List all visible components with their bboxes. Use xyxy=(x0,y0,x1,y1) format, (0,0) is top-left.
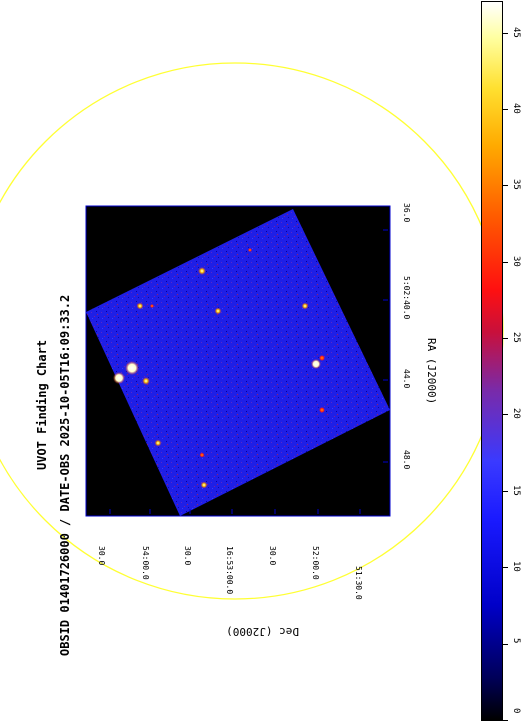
star-source xyxy=(125,361,139,375)
ra-axis-label: RA (J2000) xyxy=(425,338,438,404)
star-source xyxy=(319,407,325,413)
dec-tick-label: 16:53:00.0 xyxy=(225,546,234,594)
colorbar-tick xyxy=(503,643,508,645)
star-source xyxy=(248,248,252,252)
colorbar-tick xyxy=(503,338,508,340)
chart-subtitle: OBSID 01401726000 / DATE-OBS 2025-10-05T… xyxy=(58,295,72,656)
dec-tick-label: 30.0 xyxy=(268,546,277,565)
ra-tick-label: 44.0 xyxy=(402,369,411,388)
star-source xyxy=(311,359,321,369)
colorbar-tick xyxy=(503,567,508,569)
star-source xyxy=(113,372,125,384)
star-source xyxy=(319,355,325,361)
frame-ticks xyxy=(109,229,388,514)
colorbar-tick-label: 35 xyxy=(511,179,521,191)
colorbar-tick-label: 5 xyxy=(511,637,521,644)
colorbar xyxy=(481,1,503,721)
colorbar-tick xyxy=(503,32,508,34)
colorbar-tick-label: 40 xyxy=(511,102,521,114)
dec-tick-label: 30.0 xyxy=(183,546,192,565)
ra-tick-label: 5:02:40.0 xyxy=(402,276,411,320)
colorbar-tick xyxy=(503,414,508,416)
star-source xyxy=(199,452,205,458)
colorbar-tick-label: 45 xyxy=(511,26,521,38)
exposure-region xyxy=(86,209,390,516)
colorbar-tick xyxy=(503,490,508,492)
dec-tick-label: 30.0 xyxy=(97,546,106,565)
colorbar-tick-label: 15 xyxy=(511,484,521,496)
dec-axis-label: Dec (J2000) xyxy=(226,625,299,638)
ra-tick-label: 48.0 xyxy=(402,450,411,469)
colorbar-tick-label: 20 xyxy=(511,408,521,420)
colorbar-tick xyxy=(503,261,508,263)
star-source xyxy=(200,481,208,489)
colorbar-tick-label: 0 xyxy=(511,708,521,714)
star-source xyxy=(301,302,309,310)
colorbar-tick xyxy=(503,108,508,110)
dec-tick-label: 51:30.0 xyxy=(354,566,363,600)
star-source xyxy=(136,302,144,310)
exposure-image xyxy=(86,209,390,516)
ra-tick-label: 36.0 xyxy=(402,203,411,222)
star-source xyxy=(198,267,206,275)
dec-tick-label: 54:00.0 xyxy=(141,546,150,580)
star-source xyxy=(150,304,154,308)
colorbar-tick-label: 30 xyxy=(511,255,521,267)
star-source xyxy=(214,307,222,315)
colorbar-tick xyxy=(503,185,508,187)
field-of-view-circle xyxy=(0,62,504,600)
colorbar-tick xyxy=(503,720,508,721)
colorbar-tick-label: 25 xyxy=(511,332,521,343)
dec-tick-label: 52:00.0 xyxy=(311,546,320,580)
chart-title: UVOT Finding Chart xyxy=(35,340,49,470)
star-source xyxy=(154,439,162,447)
star-source xyxy=(142,377,150,385)
colorbar-tick-label: 10 xyxy=(511,561,521,573)
